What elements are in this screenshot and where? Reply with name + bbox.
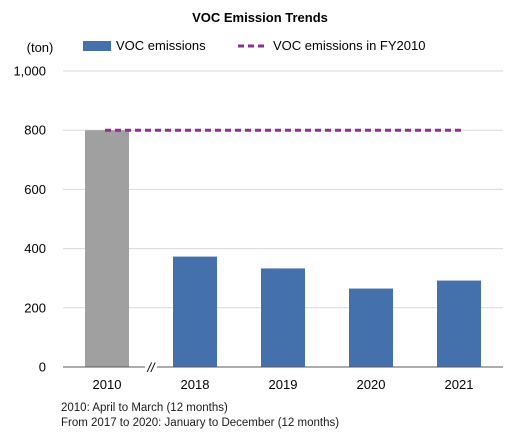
bar-2020 [349,288,393,367]
x-tick-label-2010: 2010 [93,377,122,392]
x-tick-label-2020: 2020 [357,377,386,392]
y-axis-unit-label: (ton) [27,40,54,55]
note-2010-period: 2010: April to March (12 months) [61,402,228,414]
y-tick-label: 1,000 [13,64,46,79]
legend: VOC emissions VOC emissions in FY2010 [83,38,425,53]
legend-swatch-bars [83,41,111,51]
axis-break-marker: // [146,360,156,375]
x-tick-label-2021: 2021 [445,377,474,392]
legend-label-bars: VOC emissions [116,38,206,53]
bar-2010 [85,130,129,367]
y-axis-ticks: 0 200 400 600 800 1,000 [13,64,46,375]
x-tick-label-2018: 2018 [181,377,210,392]
note-2017-2020-period: From 2017 to 2020: January to December (… [61,417,340,429]
y-tick-label: 200 [24,300,46,315]
chart-notes: 2010: April to March (12 months) From 20… [61,401,339,431]
bar-2019 [261,268,305,367]
y-tick-label: 400 [24,241,46,256]
x-axis: // [63,360,503,375]
x-tick-label-2019: 2019 [269,377,298,392]
bar-2018 [173,256,217,367]
y-tick-label: 600 [24,182,46,197]
bars [85,130,481,367]
y-tick-label: 0 [39,360,46,375]
legend-label-reference-line: VOC emissions in FY2010 [273,38,425,53]
chart-title: VOC Emission Trends [192,10,328,25]
x-axis-ticks: 2010 2018 2019 2020 2021 [93,377,474,392]
y-tick-label: 800 [24,123,46,138]
axis-break-gap [145,364,157,370]
bar-2021 [437,280,481,367]
